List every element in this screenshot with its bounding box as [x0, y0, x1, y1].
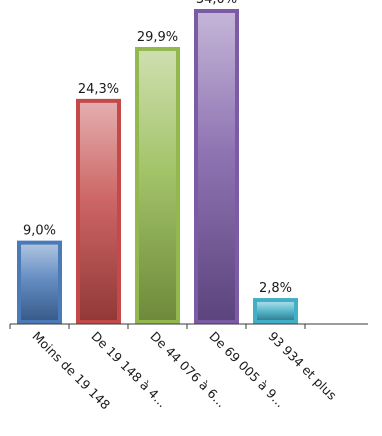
data-label: 9,0% — [23, 224, 56, 239]
bar-fill — [198, 13, 235, 320]
bar-fill — [80, 102, 117, 320]
bar-5 — [253, 298, 298, 324]
data-label: 24,3% — [78, 82, 119, 97]
data-label: 2,8% — [259, 281, 292, 296]
bar-2 — [76, 98, 121, 324]
bar-fill — [257, 302, 294, 320]
data-label: 34,0% — [196, 0, 237, 7]
bars-group — [17, 9, 298, 325]
data-label: 29,9% — [137, 30, 178, 45]
data-labels-group: 9,0% 24,3% 29,9% 34,0% 2,8% — [23, 0, 292, 296]
bar-4 — [194, 9, 239, 324]
bar-fill — [21, 244, 58, 320]
bar-3 — [135, 46, 180, 325]
bar-fill — [139, 50, 176, 321]
x-ticks-group — [9, 324, 306, 329]
bar-1 — [17, 240, 62, 324]
